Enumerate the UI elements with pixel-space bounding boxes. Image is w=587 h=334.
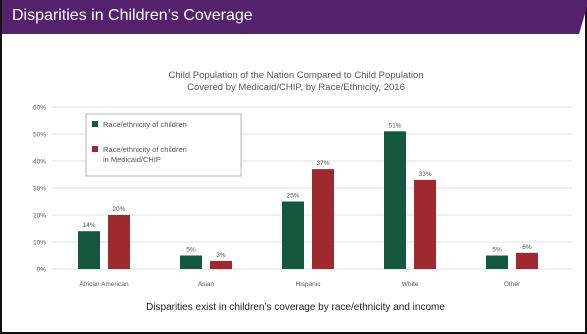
x-tick-label: White bbox=[402, 281, 419, 288]
y-tick-label: 50% bbox=[33, 132, 46, 139]
data-label: 37% bbox=[316, 160, 329, 167]
bar bbox=[312, 169, 334, 269]
data-label: 6% bbox=[522, 244, 532, 251]
y-tick-label: 0% bbox=[37, 267, 47, 274]
y-tick-label: 60% bbox=[33, 105, 46, 112]
legend-label-medicaid-line: in Medicaid/CHIP bbox=[103, 155, 161, 164]
y-tick-label: 40% bbox=[33, 159, 46, 166]
x-tick-label: Other bbox=[504, 281, 521, 288]
legend-label-medicaid-line: Race/ethnicity of children bbox=[103, 145, 187, 154]
bar bbox=[210, 260, 232, 269]
slide-caption: Disparities exist in children’s coverage… bbox=[146, 302, 445, 313]
data-label: 25% bbox=[286, 193, 299, 200]
legend-swatch-children bbox=[92, 121, 98, 127]
bar bbox=[180, 255, 202, 269]
bar bbox=[78, 231, 100, 269]
x-tick-label: Asian bbox=[198, 281, 215, 288]
x-tick-label: Hispanic bbox=[296, 281, 322, 288]
data-label: 14% bbox=[82, 222, 95, 229]
y-tick-label: 10% bbox=[33, 240, 46, 247]
bar-chart: Child Population of the Nation Compared … bbox=[33, 70, 572, 288]
bar bbox=[414, 179, 436, 269]
data-label: 3% bbox=[216, 252, 226, 259]
data-label: 5% bbox=[492, 247, 502, 254]
y-tick-label: 20% bbox=[33, 213, 46, 220]
bar bbox=[384, 131, 406, 269]
y-tick-label: 30% bbox=[33, 186, 46, 193]
legend-label-children: Race/ethnicity of children bbox=[103, 120, 187, 129]
legend-swatch-medicaid bbox=[92, 146, 98, 152]
chart-title-line: Covered by Medicaid/CHIP, by Race/Ethnic… bbox=[187, 82, 405, 93]
data-label: 33% bbox=[418, 171, 431, 178]
chart-title-line: Child Population of the Nation Compared … bbox=[168, 70, 423, 81]
title-banner bbox=[2, 0, 587, 34]
bar bbox=[282, 201, 304, 269]
bar bbox=[108, 215, 130, 269]
bar bbox=[516, 252, 538, 269]
slide-title: Disparities in Children’s Coverage bbox=[12, 7, 253, 24]
x-tick-label: African American bbox=[79, 281, 129, 288]
bar bbox=[486, 255, 508, 269]
legend-box bbox=[85, 113, 242, 177]
data-label: 51% bbox=[388, 122, 401, 129]
data-label: 20% bbox=[112, 206, 125, 213]
data-label: 5% bbox=[186, 247, 196, 254]
